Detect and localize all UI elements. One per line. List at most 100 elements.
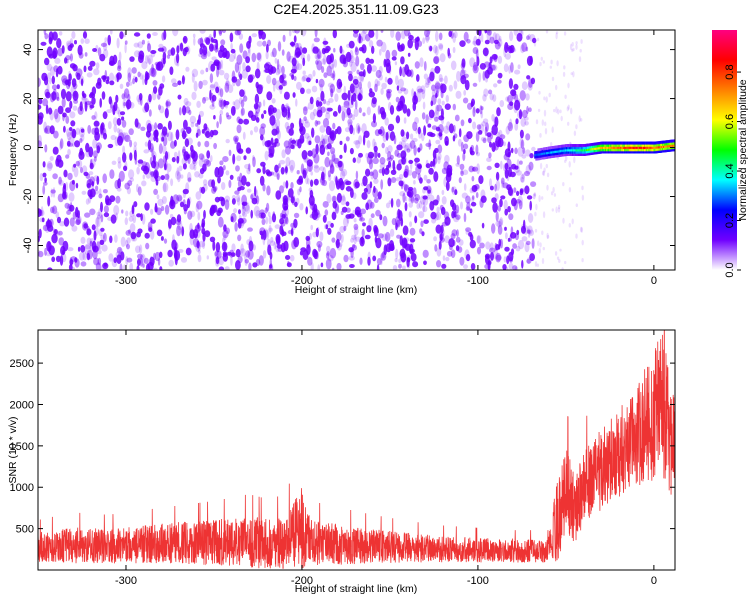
heatmap-cell	[42, 172, 47, 178]
heatmap-signal-cell	[570, 144, 573, 148]
heatmap-cell	[73, 99, 79, 104]
heatmap-signal-cell	[617, 148, 620, 152]
heatmap-cell	[145, 168, 152, 179]
heatmap-signal-cell	[636, 150, 639, 154]
heatmap-cell	[118, 109, 122, 118]
heatmap-cell	[78, 251, 85, 261]
heatmap-cell	[539, 61, 542, 67]
heatmap-cell	[432, 111, 436, 119]
heatmap-cell	[280, 167, 285, 175]
heatmap-cell	[295, 51, 302, 56]
heatmap-cell	[242, 62, 246, 72]
heatmap-cell	[484, 263, 490, 270]
heatmap-cell	[555, 84, 558, 91]
heatmap-cell	[110, 214, 117, 224]
heatmap-cell	[516, 32, 523, 42]
heatmap-cell	[436, 260, 442, 268]
heatmap-cell	[400, 56, 405, 65]
heatmap-cell	[486, 30, 492, 36]
heatmap-cell	[494, 116, 499, 127]
heatmap-cell	[423, 61, 427, 71]
heatmap-cell	[189, 229, 195, 240]
heatmap-cell	[513, 187, 517, 193]
heatmap-cell	[144, 141, 148, 147]
heatmap-cell	[55, 255, 61, 263]
heatmap-cell	[363, 130, 370, 138]
heatmap-cell	[196, 200, 203, 210]
heatmap-cell	[416, 85, 423, 94]
heatmap-cell	[525, 46, 529, 52]
heatmap-cell	[248, 35, 252, 45]
heatmap-cell	[571, 218, 574, 225]
heatmap-cell	[200, 186, 206, 194]
heatmap-cell	[197, 38, 204, 46]
heatmap-cell	[287, 107, 290, 119]
heatmap-cell	[419, 143, 423, 151]
heatmap-cell	[332, 200, 338, 209]
heatmap-cell	[328, 58, 335, 70]
heatmap-cell	[284, 165, 288, 175]
heatmap-cell	[202, 241, 206, 249]
heatmap-cell	[436, 104, 443, 112]
heatmap-cell	[335, 240, 340, 246]
heatmap-cell	[375, 69, 382, 79]
heatmap-cell	[438, 43, 444, 49]
heatmap-cell	[235, 194, 241, 203]
heatmap-cell	[504, 246, 510, 252]
heatmap-cell	[81, 165, 88, 175]
heatmap-cells	[38, 30, 675, 270]
heatmap-cell	[61, 191, 67, 200]
heatmap-cell	[63, 125, 66, 133]
heatmap-cell	[69, 180, 76, 192]
heatmap-cell	[199, 168, 205, 175]
heatmap-cell	[305, 206, 309, 215]
heatmap-cell	[209, 84, 215, 91]
heatmap-cell	[233, 51, 237, 60]
heatmap-cell	[211, 186, 217, 194]
heatmap-cell	[141, 180, 147, 187]
heatmap-cell	[414, 39, 419, 51]
heatmap-cell	[390, 30, 395, 38]
heatmap-cell	[319, 231, 324, 242]
heatmap-cell	[491, 53, 498, 60]
heatmap-cell	[195, 241, 201, 253]
heatmap-cell	[472, 40, 477, 45]
heatmap-cell	[286, 51, 291, 62]
heatmap-cell	[350, 94, 354, 106]
heatmap-cell	[117, 135, 123, 146]
heatmap-cell	[100, 234, 105, 240]
heatmap-cell	[468, 117, 472, 124]
heatmap-cell	[285, 166, 288, 174]
heatmap-cell	[205, 160, 212, 167]
heatmap-cell	[531, 146, 536, 152]
heatmap-y-tick-label: 20	[22, 92, 34, 104]
heatmap-cell	[180, 257, 188, 263]
heatmap-cell	[148, 227, 153, 233]
heatmap-cell	[290, 122, 295, 129]
heatmap-cell	[269, 251, 273, 260]
heatmap-cell	[290, 182, 294, 189]
heatmap-cell	[195, 132, 199, 138]
heatmap-cell	[369, 181, 373, 189]
heatmap-cell	[385, 49, 391, 61]
heatmap-cell	[358, 81, 363, 90]
heatmap-cell	[286, 262, 292, 268]
heatmap-cell	[518, 200, 523, 210]
heatmap-cell	[448, 30, 453, 38]
heatmap-cell	[476, 151, 480, 157]
heatmap-cell	[65, 154, 70, 159]
heatmap-cell	[367, 256, 371, 266]
heatmap-cell	[448, 84, 453, 92]
heatmap-cell	[287, 229, 294, 235]
heatmap-cell	[422, 37, 426, 44]
heatmap-cell	[308, 232, 312, 241]
heatmap-signal-cell	[617, 150, 620, 154]
heatmap-cell	[494, 162, 500, 168]
heatmap-cell	[108, 72, 115, 83]
heatmap-cell	[319, 140, 324, 149]
heatmap-cell	[407, 52, 411, 57]
heatmap-cell	[503, 47, 507, 58]
heatmap-cell	[150, 229, 155, 240]
heatmap-cell	[551, 208, 554, 212]
